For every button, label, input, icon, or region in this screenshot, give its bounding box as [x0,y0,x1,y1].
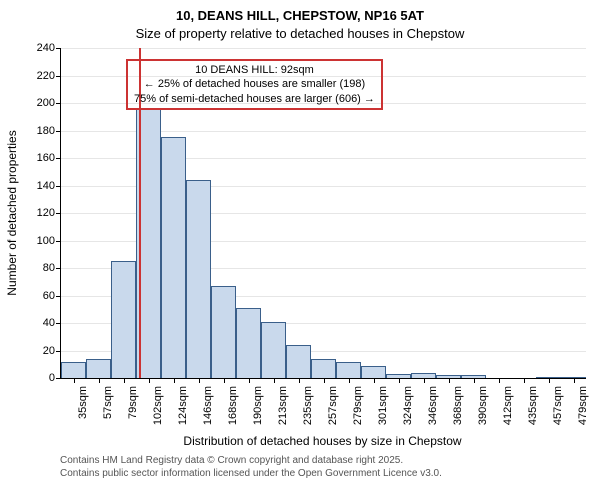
xtick-label: 190sqm [253,386,265,425]
xtick-mark [149,378,150,383]
xtick-mark [224,378,225,383]
xtick-mark [374,378,375,383]
xtick-mark [399,378,400,383]
xtick-label: 412sqm [503,386,515,425]
xtick-label: 346sqm [428,386,440,425]
xtick-mark [449,378,450,383]
xtick-mark [549,378,550,383]
xtick-mark [124,378,125,383]
histogram-bar [186,180,211,378]
x-axis-label: Distribution of detached houses by size … [60,434,585,448]
xtick-label: 79sqm [128,386,140,419]
chart-title-address: 10, DEANS HILL, CHEPSTOW, NP16 5AT [0,8,600,23]
ytick-label: 80 [43,262,55,274]
chart-title-subtitle: Size of property relative to detached ho… [0,26,600,41]
histogram-bar [361,366,386,378]
ytick-mark [56,323,61,324]
xtick-mark [424,378,425,383]
attribution-line1: Contains HM Land Registry data © Crown c… [60,454,442,467]
ytick-mark [56,241,61,242]
xtick-mark [349,378,350,383]
annotation-line3: 75% of semi-detached houses are larger (… [134,92,375,106]
xtick-mark [299,378,300,383]
ytick-mark [56,378,61,379]
ytick-label: 120 [37,207,55,219]
annotation-box: 10 DEANS HILL: 92sqm← 25% of detached ho… [126,59,383,110]
xtick-mark [74,378,75,383]
xtick-mark [574,378,575,383]
ytick-label: 0 [49,372,55,384]
xtick-mark [99,378,100,383]
histogram-bar [161,137,186,378]
attribution-text: Contains HM Land Registry data © Crown c… [60,454,442,480]
ytick-mark [56,268,61,269]
xtick-mark [199,378,200,383]
xtick-label: 457sqm [553,386,565,425]
xtick-mark [249,378,250,383]
xtick-label: 324sqm [403,386,415,425]
histogram-bar [236,308,261,378]
xtick-mark [274,378,275,383]
xtick-label: 57sqm [103,386,115,419]
xtick-mark [474,378,475,383]
ytick-label: 100 [37,235,55,247]
xtick-label: 235sqm [303,386,315,425]
xtick-label: 435sqm [528,386,540,425]
xtick-mark [499,378,500,383]
ytick-label: 240 [37,42,55,54]
histogram-bar [261,322,286,378]
ytick-mark [56,186,61,187]
ytick-label: 220 [37,70,55,82]
xtick-label: 168sqm [228,386,240,425]
xtick-label: 102sqm [153,386,165,425]
xtick-label: 279sqm [353,386,365,425]
ytick-mark [56,296,61,297]
xtick-label: 479sqm [578,386,590,425]
histogram-bar [336,362,361,379]
ytick-label: 20 [43,345,55,357]
ytick-mark [56,76,61,77]
ytick-mark [56,158,61,159]
ytick-label: 180 [37,125,55,137]
xtick-label: 124sqm [178,386,190,425]
ytick-mark [56,131,61,132]
xtick-label: 301sqm [378,386,390,425]
xtick-label: 257sqm [328,386,340,425]
histogram-bar [111,261,136,378]
ytick-label: 40 [43,317,55,329]
ytick-label: 60 [43,290,55,302]
histogram-bar [211,286,236,378]
xtick-mark [524,378,525,383]
ytick-mark [56,103,61,104]
y-axis-label: Number of detached properties [5,130,19,295]
histogram-bar [86,359,111,378]
ytick-mark [56,48,61,49]
plot-area: 02040608010012014016018020022024035sqm57… [60,48,586,379]
xtick-mark [324,378,325,383]
xtick-label: 368sqm [453,386,465,425]
xtick-label: 146sqm [203,386,215,425]
ytick-label: 160 [37,152,55,164]
xtick-label: 390sqm [478,386,490,425]
histogram-bar [286,345,311,378]
histogram-bar [61,362,86,379]
annotation-line1: 10 DEANS HILL: 92sqm [134,63,375,77]
annotation-line2: ← 25% of detached houses are smaller (19… [134,77,375,91]
xtick-label: 213sqm [278,386,290,425]
xtick-mark [174,378,175,383]
ytick-mark [56,213,61,214]
histogram-bar [311,359,336,378]
xtick-label: 35sqm [78,386,90,419]
ytick-label: 140 [37,180,55,192]
attribution-line2: Contains public sector information licen… [60,467,442,480]
ytick-label: 200 [37,97,55,109]
chart-container: 10, DEANS HILL, CHEPSTOW, NP16 5AT Size … [0,0,600,500]
ytick-mark [56,351,61,352]
